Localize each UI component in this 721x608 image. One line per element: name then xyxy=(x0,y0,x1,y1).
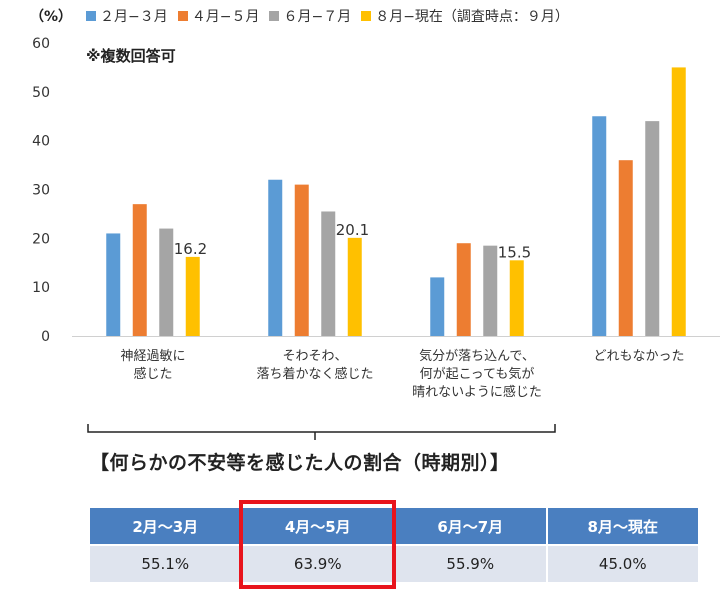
summary-value-cell: 63.9% xyxy=(240,544,395,584)
summary-table: 2月～3月 4月～5月 6月～7月 8月～現在 55.1% 63.9% 55.9… xyxy=(88,506,700,584)
summary-value-cell: 55.9% xyxy=(393,544,548,584)
bar xyxy=(592,116,607,336)
category-label: 晴れないように感じた xyxy=(412,384,542,400)
summary-header-cell: 2月～3月 xyxy=(88,506,243,546)
data-label: 16.2 xyxy=(174,240,207,258)
bar xyxy=(618,160,633,336)
legend-label-s1: ４月−５月 xyxy=(191,9,260,25)
legend-swatch-s3 xyxy=(361,11,372,21)
legend-swatch-s1 xyxy=(177,11,188,21)
y-tick-label: 60 xyxy=(32,36,50,52)
y-tick-label: 10 xyxy=(32,280,50,296)
legend-item-s0: ２月−３月 xyxy=(86,6,168,26)
legend-label-s3: ８月−現在（調査時点：９月） xyxy=(375,9,569,25)
data-label: 15.5 xyxy=(498,243,531,261)
y-tick-label: 20 xyxy=(32,231,50,247)
summary-table-title: 【何らかの不安等を感じた人の割合（時期別）】 xyxy=(90,452,510,474)
bar xyxy=(671,67,686,337)
multiple-answer-note: ※複数回答可 xyxy=(86,47,176,65)
summary-header-cell: 6月～7月 xyxy=(393,506,548,546)
summary-value-row: 55.1% 63.9% 55.9% 45.0% xyxy=(88,544,700,584)
y-tick-label: 30 xyxy=(32,183,50,199)
bar xyxy=(347,237,362,336)
summary-header-row: 2月～3月 4月～5月 6月～7月 8月～現在 xyxy=(88,506,700,546)
data-label: 20.1 xyxy=(336,221,369,239)
bar xyxy=(132,204,147,336)
chart-legend: ２月−３月 ４月−５月 ６月−７月 ８月−現在（調査時点：９月） xyxy=(86,6,569,26)
category-label: 感じた xyxy=(133,366,172,382)
bar xyxy=(483,245,498,336)
y-tick-label: 50 xyxy=(32,85,50,101)
bar xyxy=(268,179,283,336)
bar xyxy=(645,121,660,336)
y-axis-unit-label: （%） xyxy=(30,9,73,25)
bar xyxy=(430,277,445,336)
summary-header-cell: 8月～現在 xyxy=(545,506,700,546)
bar xyxy=(509,260,524,336)
legend-swatch-s2 xyxy=(269,11,280,21)
bar xyxy=(321,211,336,336)
category-label: どれもなかった xyxy=(593,349,684,364)
legend-item-s1: ４月−５月 xyxy=(177,6,260,26)
bar xyxy=(294,184,309,336)
legend-swatch-s0 xyxy=(86,11,96,21)
bar xyxy=(106,233,121,336)
y-tick-label: 0 xyxy=(41,329,50,345)
category-label: 何が起こっても気が xyxy=(420,366,535,382)
grouping-brace xyxy=(87,424,556,440)
category-label: 神経過敏に xyxy=(120,349,185,364)
legend-item-s2: ６月−７月 xyxy=(269,6,351,26)
legend-label-s0: ２月−３月 xyxy=(100,9,168,25)
bar xyxy=(456,243,471,336)
legend-label-s2: ６月−７月 xyxy=(283,9,352,25)
summary-value-cell: 55.1% xyxy=(88,544,243,584)
category-label: 落ち着かなく感じた xyxy=(256,366,373,382)
summary-header-cell: 4月～5月 xyxy=(240,506,395,546)
category-label: 気分が落ち込んで、 xyxy=(419,348,535,364)
highlight-box xyxy=(239,500,396,589)
legend-item-s3: ８月−現在（調査時点：９月） xyxy=(361,6,569,26)
bar xyxy=(159,228,174,336)
bar xyxy=(185,256,200,336)
category-label: そわそわ、 xyxy=(282,349,347,364)
summary-value-cell: 45.0% xyxy=(545,544,700,584)
y-tick-label: 40 xyxy=(32,134,50,150)
